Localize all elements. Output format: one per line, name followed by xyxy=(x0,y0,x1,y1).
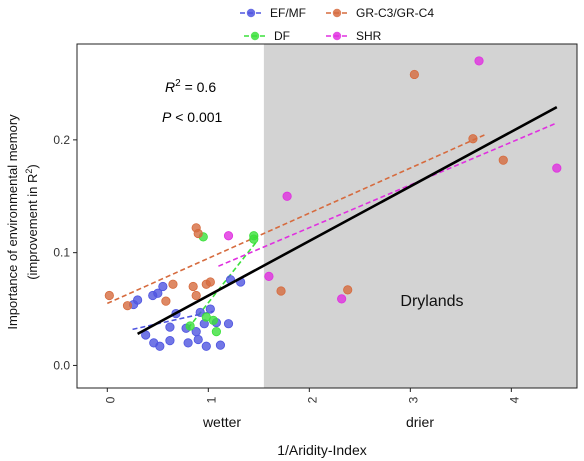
drier-label: drier xyxy=(406,414,434,430)
data-point-gr-c3-gr-c4 xyxy=(205,277,215,287)
data-point-ef-mf xyxy=(133,295,143,305)
data-point-gr-c3-gr-c4 xyxy=(122,301,133,311)
data-point-df xyxy=(185,321,195,331)
data-point-gr-c3-gr-c4 xyxy=(188,281,198,292)
wetter-label: wetter xyxy=(202,414,241,430)
data-point-ef-mf xyxy=(223,319,234,329)
data-point-shr xyxy=(223,231,234,241)
data-point-shr xyxy=(552,163,562,173)
y-tick-label: 0.2 xyxy=(53,133,70,147)
legend-label-gr-c3-gr-c4: GR-C3/GR-C4 xyxy=(356,6,434,20)
data-point-gr-c3-gr-c4 xyxy=(276,286,286,296)
legend-marker-df xyxy=(250,31,260,41)
y-axis-label-line1: Importance of environmental memory xyxy=(5,114,20,330)
y-tick-label: 0.0 xyxy=(53,358,70,372)
legend-marker-gr-c3-gr-c4 xyxy=(332,8,342,18)
legend-marker-ef-mf xyxy=(246,8,256,18)
data-point-shr xyxy=(474,56,484,66)
legend-label-df: DF xyxy=(274,29,290,43)
y-axis-label-line2: (improvement in R2) xyxy=(24,164,40,280)
drylands-label: Drylands xyxy=(400,293,463,310)
data-point-ef-mf xyxy=(193,334,203,345)
x-tick-label: 0 xyxy=(103,396,117,403)
legend-marker-shr xyxy=(332,31,342,41)
trend-line-shr xyxy=(218,122,558,267)
x-tick-label: 1 xyxy=(204,396,218,403)
data-point-ef-mf xyxy=(183,338,193,348)
x-tick-label: 3 xyxy=(407,396,421,403)
data-point-gr-c3-gr-c4 xyxy=(104,290,114,301)
data-point-ef-mf xyxy=(201,341,211,351)
r-squared-annotation: R2 = 0.6 xyxy=(165,78,216,95)
data-point-ef-mf xyxy=(165,336,175,346)
legend-label-shr: SHR xyxy=(356,29,382,43)
regression-line xyxy=(136,106,558,336)
data-point-ef-mf xyxy=(165,322,175,332)
data-point-gr-c3-gr-c4 xyxy=(343,285,353,295)
data-point-df xyxy=(208,315,218,325)
data-point-ef-mf xyxy=(155,341,165,351)
data-point-ef-mf xyxy=(195,307,205,318)
data-point-gr-c3-gr-c4 xyxy=(468,134,478,144)
y-tick-label: 0.1 xyxy=(53,246,70,260)
data-point-gr-c3-gr-c4 xyxy=(161,296,171,306)
plot-border xyxy=(76,43,578,389)
data-point-shr xyxy=(337,294,347,304)
data-point-ef-mf xyxy=(191,327,201,337)
x-tick-label: 4 xyxy=(508,396,522,403)
data-point-ef-mf xyxy=(158,281,168,292)
data-point-df xyxy=(249,234,259,244)
p-value-annotation: P < 0.001 xyxy=(162,109,223,125)
data-point-gr-c3-gr-c4 xyxy=(193,228,203,239)
data-point-ef-mf xyxy=(215,340,226,350)
data-point-ef-mf xyxy=(153,288,163,298)
data-point-ef-mf xyxy=(205,304,215,314)
data-point-gr-c3-gr-c4 xyxy=(191,290,201,301)
data-point-df xyxy=(211,327,221,337)
data-point-gr-c3-gr-c4 xyxy=(498,155,508,165)
trend-line-gr-c3-gr-c4 xyxy=(106,133,487,305)
data-point-gr-c3-gr-c4 xyxy=(168,279,178,289)
data-point-shr xyxy=(264,271,274,281)
legend-label-ef-mf: EF/MF xyxy=(270,6,306,20)
x-tick-label: 2 xyxy=(305,396,319,403)
data-point-shr xyxy=(282,191,292,201)
drylands-region xyxy=(263,44,577,388)
data-point-gr-c3-gr-c4 xyxy=(409,69,419,80)
x-axis-label: 1/Aridity-Index xyxy=(277,442,366,458)
